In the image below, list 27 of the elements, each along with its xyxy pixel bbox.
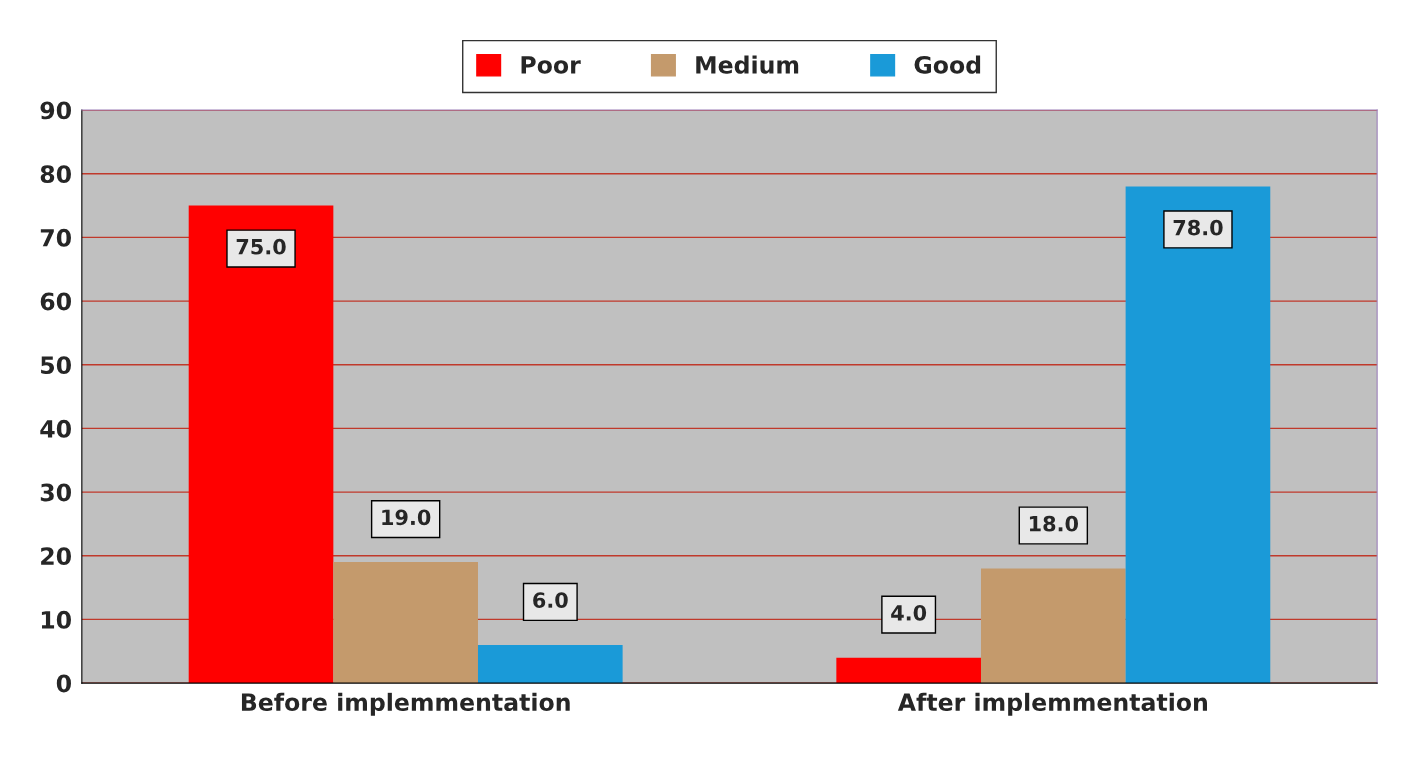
y-tick-label: 60 (40, 292, 71, 311)
legend-label: Poor (521, 56, 581, 74)
y-tick-label: 30 (40, 483, 71, 502)
y-tick-label: 0 (56, 674, 71, 693)
y-tick-label: 90 (40, 101, 71, 120)
data-label: 6.0 (533, 592, 568, 608)
y-tick-label: 20 (41, 547, 71, 566)
y-tick-label: 50 (41, 356, 71, 375)
data-label: 75.0 (236, 238, 286, 255)
data-label: 19.0 (382, 509, 431, 526)
y-tick-label: 70 (40, 228, 71, 247)
bar (477, 644, 623, 684)
x-tick-label: Before implemmentation (241, 692, 570, 716)
bar (836, 657, 981, 684)
legend-label: Medium (696, 55, 799, 74)
y-tick-label: 80 (40, 165, 71, 184)
data-label: 18.0 (1029, 515, 1079, 532)
bar (188, 205, 334, 684)
y-tick-label: 10 (41, 610, 71, 629)
bar (333, 562, 478, 684)
legend-label: Good (914, 55, 981, 74)
y-tick-label: 40 (40, 419, 71, 438)
bar (980, 568, 1126, 684)
data-label: 4.0 (891, 604, 927, 621)
data-label: 78.0 (1173, 219, 1223, 236)
x-tick-label: After implemmentation (897, 692, 1207, 716)
bar (1125, 186, 1271, 684)
